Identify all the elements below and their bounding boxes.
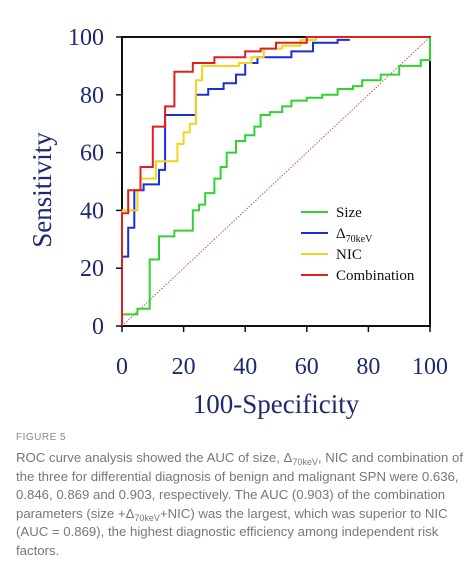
y-tick-label: 80	[80, 83, 104, 109]
legend-label: Size	[336, 205, 362, 221]
x-tick-label: 60	[295, 354, 319, 380]
figure-caption: ROC curve analysis showed the AUC of siz…	[16, 449, 464, 561]
x-tick-label: 80	[356, 354, 380, 380]
caption-part-2: , NIC and combination of the three for d…	[16, 450, 464, 521]
series-line-1	[121, 38, 350, 326]
plot-frame	[121, 36, 431, 327]
ticks-layer: 0 20 40 60 80 100 0 20 40 60 80 100	[68, 25, 448, 380]
legend-label: Combination	[336, 268, 415, 284]
x-axis-title: 100-Specificity	[193, 389, 360, 419]
caption-subscript-1: 70keV	[292, 457, 318, 467]
figure-caption-block: FIGURE 5 ROC curve analysis showed the A…	[16, 432, 464, 561]
roc-chart: 0 20 40 60 80 100 0 20 40 60 80 100 Sensitivity 100…	[27, 25, 448, 419]
figure-label: FIGURE 5	[16, 432, 67, 443]
legend-label: NIC	[336, 247, 362, 263]
x-tick-label: 40	[233, 354, 257, 380]
y-tick-label: 40	[80, 198, 104, 224]
series-layer	[121, 36, 431, 326]
y-tick-label: 100	[68, 25, 104, 51]
series-line-0	[121, 37, 431, 326]
y-tick-label: 20	[80, 256, 104, 282]
caption-part-3: +NIC) was the largest, which was superio…	[16, 505, 448, 558]
y-tick-label: 60	[80, 141, 104, 167]
series-line-3	[121, 36, 430, 326]
caption-part-1: ROC curve analysis showed the AUC of siz…	[16, 450, 293, 465]
y-axis-title: Sensitivity	[27, 132, 57, 248]
x-tick-label: 0	[116, 354, 128, 380]
legend-label: Δ70keV	[336, 226, 373, 245]
plot-border	[121, 36, 431, 327]
chance-diagonal	[121, 36, 431, 327]
y-tick-label: 0	[92, 314, 104, 340]
legend: Size Δ70keV NIC Combination	[301, 205, 415, 284]
x-tick-label: 100	[412, 354, 448, 380]
x-tick-label: 20	[172, 354, 196, 380]
caption-subscript-2: 70keV	[134, 512, 160, 523]
reference-diagonal-line	[121, 36, 431, 327]
